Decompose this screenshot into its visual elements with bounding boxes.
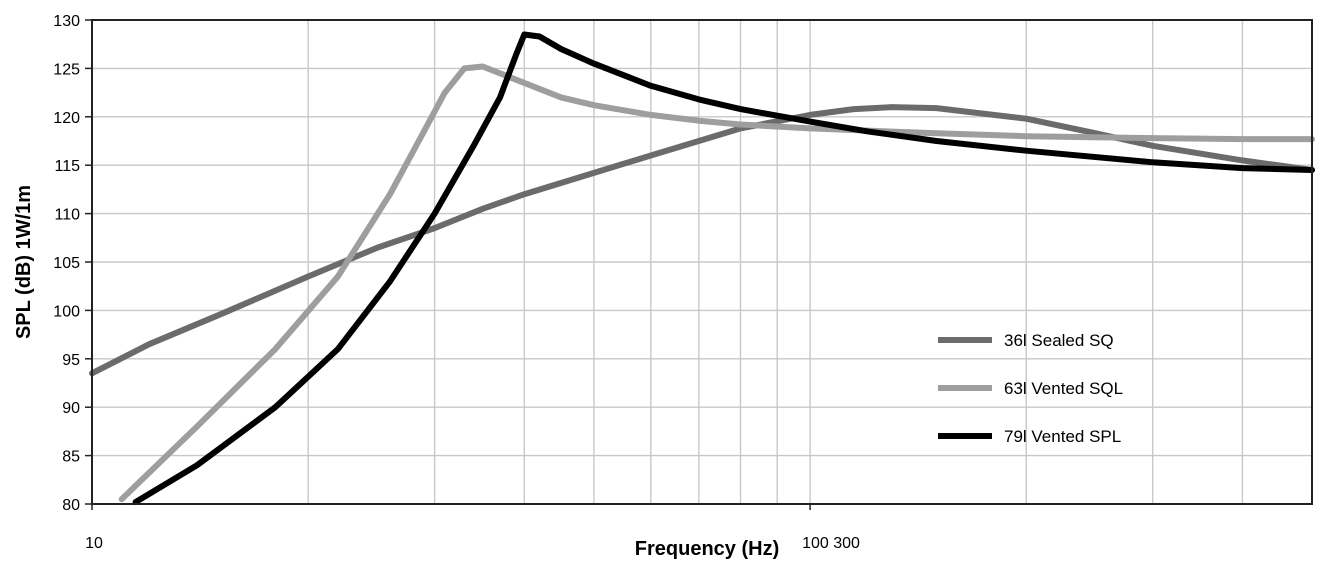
x-axis-title: Frequency (Hz) [635,538,779,560]
y-tick-label: 130 [53,13,80,30]
y-axis-ticks: 80 85 90 95 100 105 110 115 120 125 130 [53,13,92,514]
y-axis-title: SPL (dB) 1W/1m [13,185,35,339]
y-tick-label: 125 [53,61,80,78]
y-tick-label: 95 [62,352,80,369]
y-tick-label: 115 [54,158,80,175]
series-line-1 [89,104,1315,377]
legend-label: 63l Vented SQL [1004,379,1123,398]
grid [92,19,1313,505]
series-line-3 [132,31,1315,506]
plot-frame [91,19,1313,505]
y-tick-label: 80 [62,497,80,514]
y-tick-label: 110 [54,207,80,224]
legend-label: 36l Sealed SQ [1004,331,1114,350]
y-tick-label: 105 [53,255,80,272]
x-tick-label: 10 [85,535,103,552]
y-tick-label: 85 [62,449,80,466]
legend: 36l Sealed SQ 63l Vented SQL 79l Vented SP… [938,331,1123,446]
legend-label: 79l Vented SPL [1004,427,1121,446]
series-line-2 [118,63,1315,503]
x-tick-label: 100 300 [802,535,860,552]
y-tick-label: 100 [53,303,80,320]
y-tick-label: 120 [53,110,80,127]
series-lines [89,31,1315,506]
y-tick-label: 90 [62,400,80,417]
